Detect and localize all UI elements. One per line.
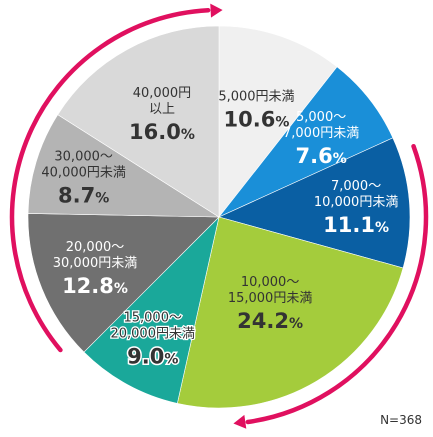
pie-slice <box>57 25 220 218</box>
slice-percent-label: 12.8% <box>62 274 128 298</box>
slice-category-label: 40,000円 <box>133 86 192 101</box>
slice-category-label: 10,000円未満 <box>314 195 399 210</box>
arrow-head <box>233 414 247 429</box>
slice-category-label: 30,000円未満 <box>53 256 138 271</box>
pie-slice <box>218 137 411 269</box>
slice-category-label: 20,000～ <box>66 240 125 255</box>
slice-category-label: 5,000～ <box>296 110 346 125</box>
slice-category-label: 30,000～ <box>54 149 113 164</box>
slice-label-group: 7,000～10,000円未満 11.1% <box>314 179 399 237</box>
slice-category-label: 15,000円未満 <box>228 291 313 306</box>
pie-slices <box>27 25 411 409</box>
slice-percent-label: 11.1% <box>323 213 389 237</box>
slice-category-label: 7,000円未満 <box>283 126 359 141</box>
slice-label-group: 5,000～7,000円未満 7.6% <box>283 110 359 168</box>
arrow-head <box>210 3 223 18</box>
pie-slice <box>176 216 404 409</box>
pie-slice <box>218 25 338 218</box>
slice-category-label: 7,000～ <box>331 179 381 194</box>
slice-category-label: 10,000～ <box>241 275 300 290</box>
slice-label-group: 15,000～20,000円未満 9.0% <box>109 309 196 370</box>
sample-size-note: N=368 <box>380 413 422 427</box>
slice-label-group: 20,000～30,000円未満 12.8% <box>53 240 138 298</box>
slice-label-group: 10,000～15,000円未満 24.2% <box>228 275 313 333</box>
arrow-arc <box>245 143 429 425</box>
slice-category-label: 20,000円未満 <box>110 327 195 342</box>
slice-percent-label: 10.6% <box>224 108 290 132</box>
slice-category-label: 以上 <box>149 102 175 117</box>
slice-percent-label: 9.0% <box>127 345 178 369</box>
slice-percent-label: 16.0% <box>129 120 195 144</box>
arrow-arc <box>9 8 211 353</box>
rotation-arrows <box>9 3 429 429</box>
slice-percent-label: 24.2% <box>237 309 303 333</box>
slice-label-group: 30,000～40,000円未満 8.7% <box>41 149 126 207</box>
slice-category-label: 5,000円未満 <box>218 90 294 105</box>
pie-slice <box>27 114 221 218</box>
slice-category-label: 15,000～ <box>123 311 182 326</box>
pie-slice <box>27 213 220 353</box>
pie-slice <box>83 216 220 404</box>
slice-percent-label: 8.7% <box>58 183 109 207</box>
slice-percent-label: 7.6% <box>296 144 347 168</box>
slice-label-group: 5,000円未満 10.6% <box>218 90 294 132</box>
slice-category-label: 40,000円未満 <box>41 165 126 180</box>
